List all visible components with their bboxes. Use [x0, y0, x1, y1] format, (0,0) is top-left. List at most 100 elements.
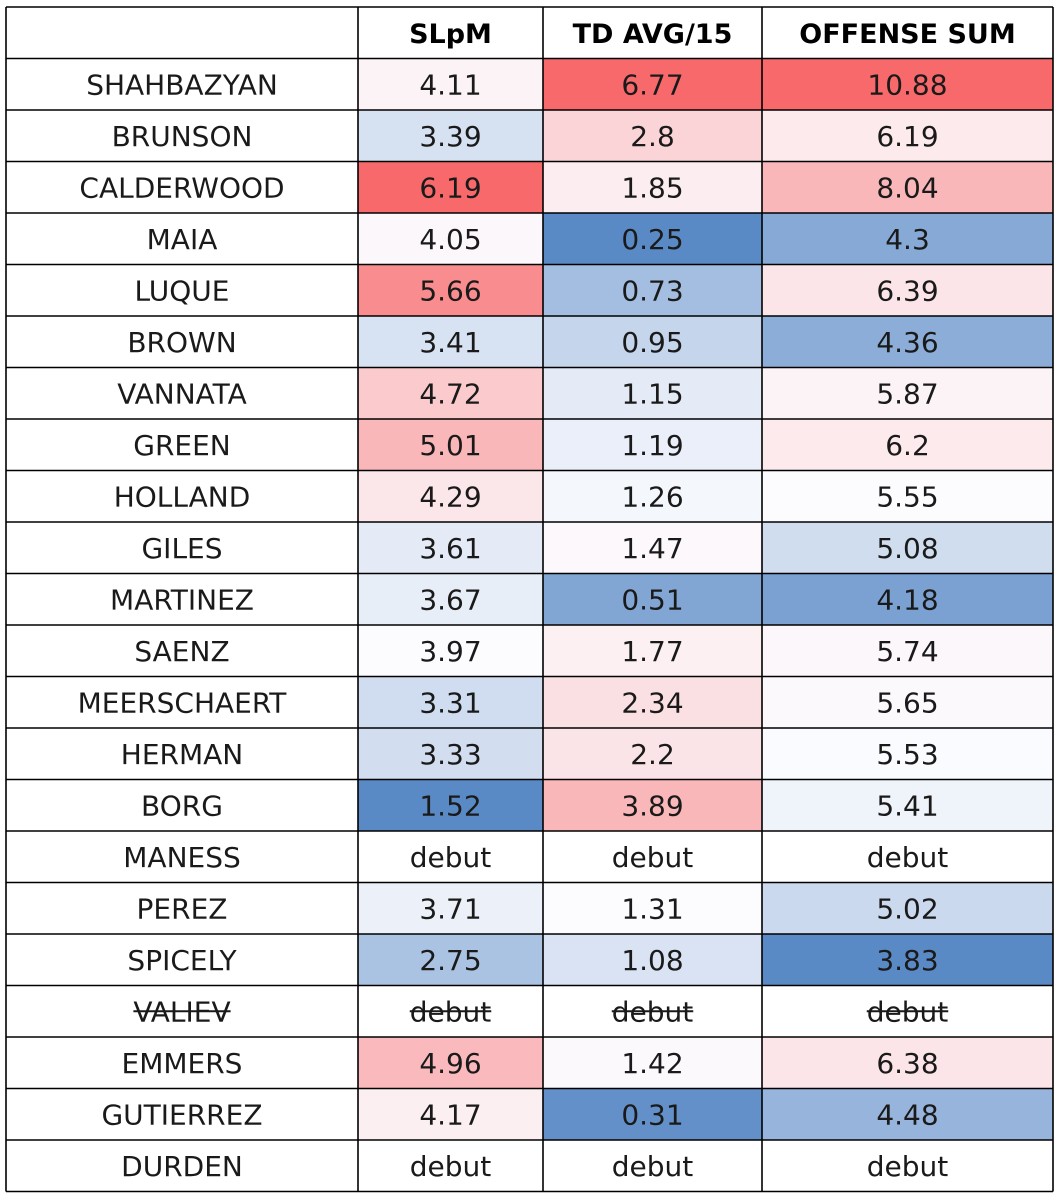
heat-cell [762, 625, 1053, 677]
heat-cell [358, 831, 543, 883]
heat-cell [543, 161, 762, 213]
cell-value: 5.53 [876, 738, 938, 771]
cell-value: 2.8 [630, 120, 675, 153]
cell-value: 6.77 [621, 68, 683, 101]
heat-cell [358, 1037, 543, 1089]
fighter-name: HERMAN [121, 738, 243, 771]
cell-value: 1.26 [621, 480, 683, 513]
heat-cell [762, 934, 1053, 986]
cell-value: debut [410, 841, 492, 874]
cell-value: 5.87 [876, 377, 938, 410]
cell-value: 6.19 [876, 120, 938, 153]
cell-value: 4.17 [419, 1098, 481, 1131]
fighter-name: MARTINEZ [110, 583, 254, 616]
cell-value: 1.31 [621, 892, 683, 925]
fighter-name: GREEN [133, 429, 230, 462]
heat-cell [358, 419, 543, 471]
cell-value: 5.74 [876, 635, 938, 668]
fighter-name: GUTIERREZ [101, 1098, 262, 1131]
heat-cell [762, 419, 1053, 471]
heat-cell [543, 470, 762, 522]
cell-value: 4.05 [419, 223, 481, 256]
heat-cell [762, 676, 1053, 728]
heat-cell [543, 58, 762, 110]
cell-value: 4.48 [876, 1098, 938, 1131]
fighter-name: MANESS [123, 841, 241, 874]
fighter-name: MEERSCHAERT [78, 686, 288, 719]
cell-value: 4.72 [419, 377, 481, 410]
cell-value: 2.34 [621, 686, 683, 719]
cell-value: 3.41 [419, 326, 481, 359]
cell-value: 3.89 [621, 789, 683, 822]
cell-value: 5.66 [419, 274, 481, 307]
cell-value: 4.29 [419, 480, 481, 513]
cell-value: 4.36 [876, 326, 938, 359]
fighter-name: PEREZ [137, 892, 228, 925]
cell-value: 5.02 [876, 892, 938, 925]
fighter-name: GILES [141, 532, 222, 565]
heat-cell [762, 58, 1053, 110]
heat-cell [358, 728, 543, 780]
fighter-name: BRUNSON [112, 120, 253, 153]
cell-value: debut [612, 1150, 694, 1183]
heat-cell [358, 264, 543, 316]
heat-cell [762, 1140, 1053, 1192]
heat-cell [543, 676, 762, 728]
heat-cell [762, 110, 1053, 162]
heat-cell [762, 161, 1053, 213]
heat-cell [543, 779, 762, 831]
heat-cell [358, 779, 543, 831]
heat-cell [358, 110, 543, 162]
fighter-name: MAIA [147, 223, 218, 256]
cell-value: 4.3 [885, 223, 930, 256]
heat-cell [762, 316, 1053, 368]
heat-cell [358, 882, 543, 934]
heat-cell [543, 625, 762, 677]
heat-cell [543, 831, 762, 883]
cell-value: debut [612, 841, 694, 874]
cell-value: 1.08 [621, 944, 683, 977]
cell-value: 1.52 [419, 789, 481, 822]
heat-cell [543, 316, 762, 368]
cell-value: 6.38 [876, 1047, 938, 1080]
heat-cell [358, 1088, 543, 1140]
column-header: SLpM [409, 19, 492, 50]
cell-value: 5.55 [876, 480, 938, 513]
heat-cell [762, 728, 1053, 780]
cell-value: 3.67 [419, 583, 481, 616]
heat-cell [543, 264, 762, 316]
heat-cell [543, 419, 762, 471]
cell-value: 0.31 [621, 1098, 683, 1131]
fighter-name: SAENZ [134, 635, 229, 668]
cell-value: debut [867, 841, 949, 874]
heat-cell [358, 367, 543, 419]
heat-cell [543, 882, 762, 934]
heat-cell [543, 367, 762, 419]
cell-value: 4.18 [876, 583, 938, 616]
heat-cell [762, 1037, 1053, 1089]
cell-value: 6.2 [885, 429, 930, 462]
fighter-name: VANNATA [117, 377, 246, 410]
cell-value: 1.19 [621, 429, 683, 462]
cell-value: 0.25 [621, 223, 683, 256]
heat-cell [543, 573, 762, 625]
cell-value: 3.71 [419, 892, 481, 925]
cell-value: 1.15 [621, 377, 683, 410]
cell-value: 5.01 [419, 429, 481, 462]
heat-cell [762, 470, 1053, 522]
fighter-name: CALDERWOOD [79, 171, 284, 204]
heat-cell [543, 728, 762, 780]
cell-value: 1.85 [621, 171, 683, 204]
fighter-name: BORG [141, 789, 223, 822]
heat-cell [358, 573, 543, 625]
heat-cell [762, 779, 1053, 831]
heat-cell [358, 213, 543, 265]
cell-value: 3.31 [419, 686, 481, 719]
cell-value: 0.73 [621, 274, 683, 307]
heat-cell [762, 882, 1053, 934]
heat-cell [358, 1140, 543, 1192]
cell-value: 4.11 [419, 68, 481, 101]
fighter-name: LUQUE [135, 274, 230, 307]
heat-cell [358, 161, 543, 213]
